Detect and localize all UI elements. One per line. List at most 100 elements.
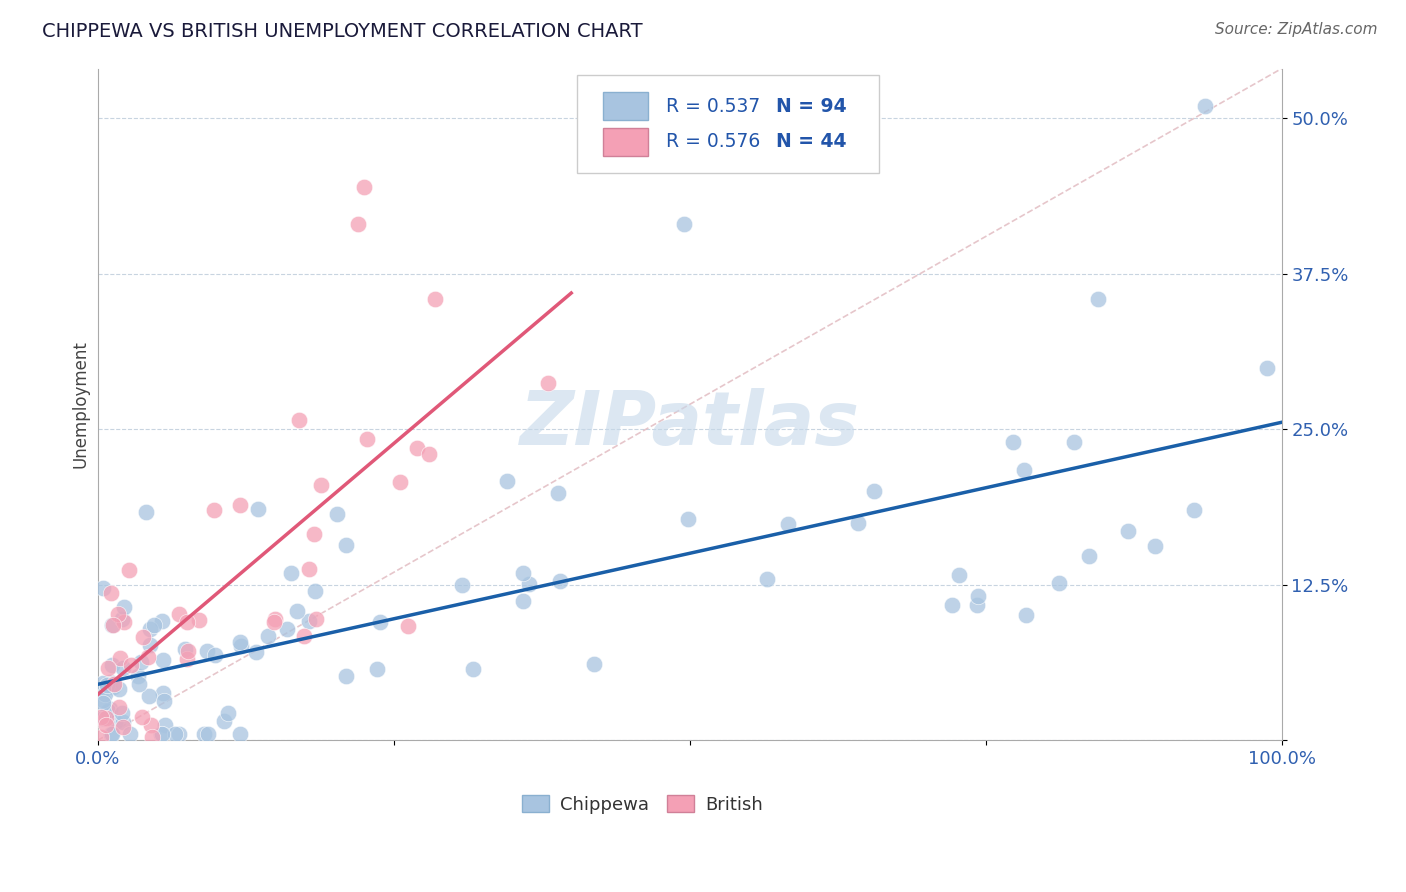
Point [93,582,115,596]
Point [120,658,142,673]
Point [139,638,162,652]
Point [195,644,218,658]
Point [98,675,121,690]
Point [176,615,198,630]
Point [396,619,419,633]
Point [150,727,173,741]
Point [177,644,200,658]
Point [135,505,157,519]
Point [778,517,800,532]
Point [118,727,141,741]
Point [948,567,970,582]
Point [153,718,176,732]
Point [138,622,160,636]
Point [418,447,440,461]
Point [188,613,211,627]
Point [204,503,226,517]
Point [672,217,695,231]
Point [353,179,375,194]
Point [152,653,174,667]
Point [204,648,226,663]
Point [756,572,779,586]
Point [298,614,321,628]
Point [112,714,135,729]
Point [370,615,392,629]
Point [389,475,412,490]
Point [129,655,152,669]
Point [90,730,112,744]
Point [131,709,153,723]
Point [288,413,311,427]
Point [245,645,267,659]
Point [512,594,534,608]
Point [176,651,198,665]
Point [197,727,219,741]
Text: ZIPatlas: ZIPatlas [520,388,859,461]
Point [298,562,321,576]
Point [966,599,988,613]
Point [103,714,125,729]
Point [304,584,326,599]
Point [1078,549,1101,563]
Point [141,717,163,731]
Point [98,701,121,715]
Point [676,512,699,526]
Point [118,563,141,577]
Point [214,714,236,728]
Point [1014,608,1036,623]
Point [94,711,117,725]
Point [193,727,215,741]
Point [96,678,118,692]
Point [150,727,173,741]
Point [229,640,252,654]
Point [94,717,117,731]
Point [335,669,357,683]
FancyBboxPatch shape [603,92,648,120]
Point [128,677,150,691]
Legend: Chippewa, British: Chippewa, British [513,787,772,822]
Point [547,485,569,500]
Point [217,706,239,721]
Point [461,662,484,676]
Point [167,607,190,622]
FancyBboxPatch shape [603,128,648,156]
Point [1063,435,1085,450]
Point [100,727,122,741]
Point [93,676,115,690]
Point [423,292,446,306]
Point [347,217,370,231]
Point [1047,575,1070,590]
Point [94,687,117,701]
Point [536,376,558,390]
Point [257,629,280,643]
Point [1194,99,1216,113]
Point [152,685,174,699]
Point [285,604,308,618]
Point [1116,524,1139,539]
Point [229,498,252,512]
FancyBboxPatch shape [576,75,879,173]
Point [517,577,540,591]
Text: R = 0.537: R = 0.537 [666,96,761,116]
Point [152,615,174,629]
Point [229,635,252,649]
Point [276,622,298,636]
Point [138,690,160,704]
Point [127,669,149,683]
Point [292,629,315,643]
Point [1001,435,1024,450]
Point [107,607,129,622]
Point [1087,292,1109,306]
Point [153,694,176,708]
Point [1143,539,1166,553]
Text: R = 0.576: R = 0.576 [666,132,761,152]
Point [229,727,252,741]
Point [93,693,115,707]
Point [132,630,155,644]
Point [97,704,120,718]
Point [97,661,120,675]
Point [108,699,131,714]
Text: Source: ZipAtlas.com: Source: ZipAtlas.com [1215,22,1378,37]
Point [941,598,963,612]
Point [1182,503,1205,517]
